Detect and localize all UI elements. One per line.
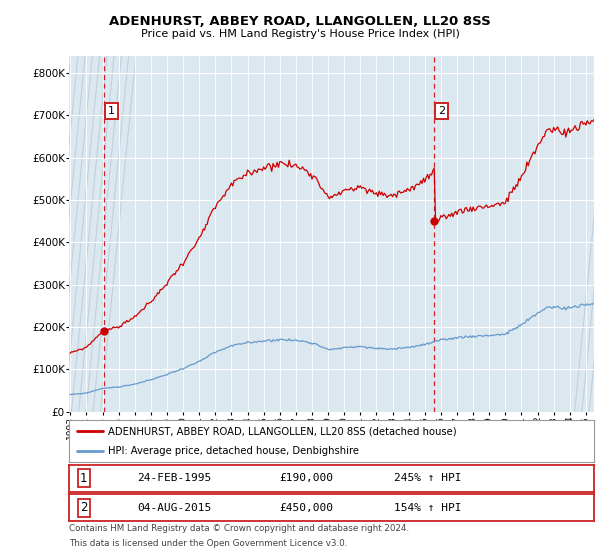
Text: 245% ↑ HPI: 245% ↑ HPI [395,473,462,483]
Text: ADENHURST, ABBEY ROAD, LLANGOLLEN, LL20 8SS (detached house): ADENHURST, ABBEY ROAD, LLANGOLLEN, LL20 … [109,426,457,436]
Text: This data is licensed under the Open Government Licence v3.0.: This data is licensed under the Open Gov… [69,539,347,548]
Text: 2: 2 [438,106,445,116]
Text: HPI: Average price, detached house, Denbighshire: HPI: Average price, detached house, Denb… [109,446,359,456]
Text: £190,000: £190,000 [279,473,333,483]
Text: Contains HM Land Registry data © Crown copyright and database right 2024.: Contains HM Land Registry data © Crown c… [69,524,409,533]
Text: 04-AUG-2015: 04-AUG-2015 [137,503,212,513]
Text: 1: 1 [108,106,115,116]
Text: 154% ↑ HPI: 154% ↑ HPI [395,503,462,513]
Text: Price paid vs. HM Land Registry's House Price Index (HPI): Price paid vs. HM Land Registry's House … [140,29,460,39]
Text: 24-FEB-1995: 24-FEB-1995 [137,473,212,483]
Text: 1: 1 [80,472,88,485]
Text: 2: 2 [80,501,88,515]
Text: £450,000: £450,000 [279,503,333,513]
Text: ADENHURST, ABBEY ROAD, LLANGOLLEN, LL20 8SS: ADENHURST, ABBEY ROAD, LLANGOLLEN, LL20 … [109,15,491,27]
